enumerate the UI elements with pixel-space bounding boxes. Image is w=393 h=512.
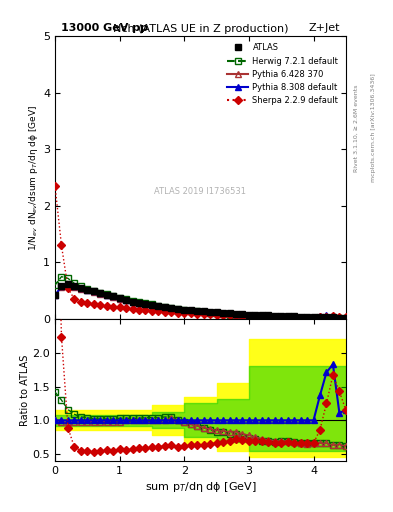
Text: 13000 GeV pp: 13000 GeV pp xyxy=(61,23,148,33)
Text: mcplots.cern.ch [arXiv:1306.3436]: mcplots.cern.ch [arXiv:1306.3436] xyxy=(371,74,376,182)
Text: ATLAS 2019 I1736531: ATLAS 2019 I1736531 xyxy=(154,187,246,196)
Y-axis label: 1/N$_{ev}$ dN$_{ev}$/dsum p$_T$/dη dϕ [GeV]: 1/N$_{ev}$ dN$_{ev}$/dsum p$_T$/dη dϕ [G… xyxy=(27,104,40,250)
Legend: ATLAS, Herwig 7.2.1 default, Pythia 6.428 370, Pythia 8.308 default, Sherpa 2.2.: ATLAS, Herwig 7.2.1 default, Pythia 6.42… xyxy=(224,40,342,109)
Text: Z+Jet: Z+Jet xyxy=(309,23,340,33)
Text: Rivet 3.1.10, ≥ 2.6M events: Rivet 3.1.10, ≥ 2.6M events xyxy=(354,84,359,172)
X-axis label: sum p$_T$/dη dϕ [GeV]: sum p$_T$/dη dϕ [GeV] xyxy=(145,480,256,494)
Y-axis label: Ratio to ATLAS: Ratio to ATLAS xyxy=(20,354,29,425)
Title: Nch (ATLAS UE in Z production): Nch (ATLAS UE in Z production) xyxy=(113,24,288,34)
